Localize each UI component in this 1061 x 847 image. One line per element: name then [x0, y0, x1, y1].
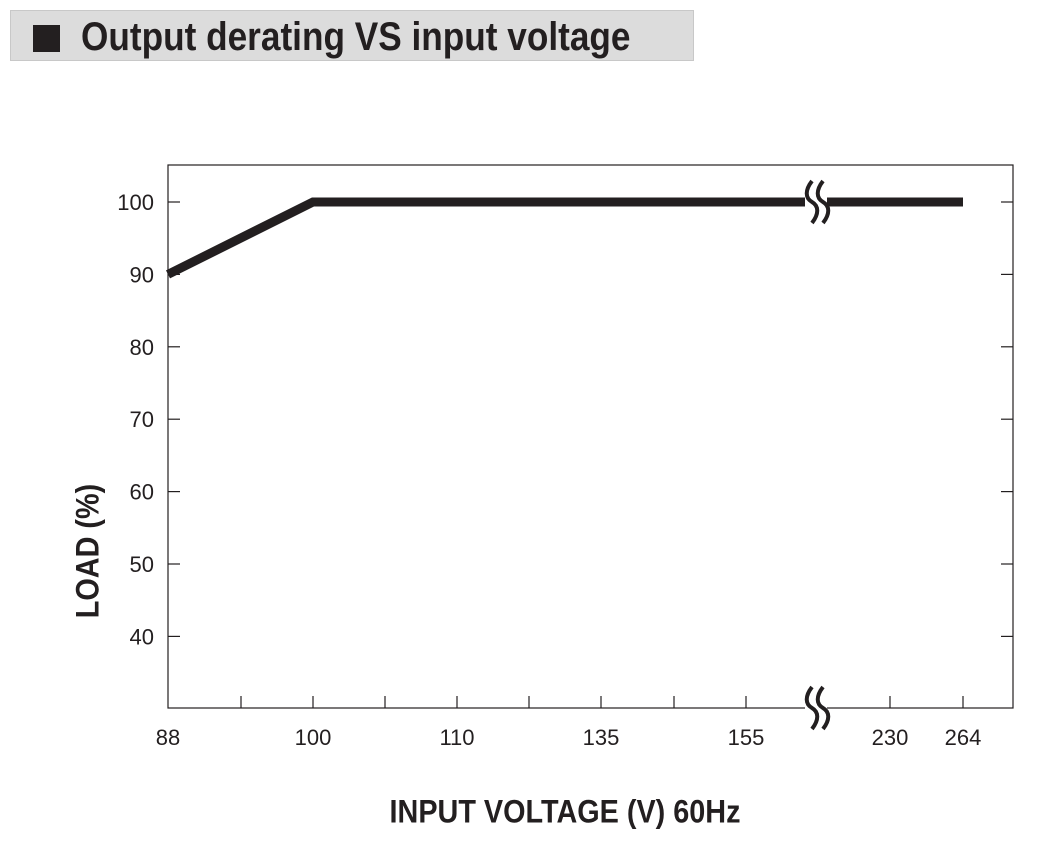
x-tick-label: 155	[728, 725, 765, 750]
y-tick-label: 50	[130, 552, 154, 577]
title-bar: Output derating VS input voltage	[10, 10, 694, 61]
axis-break-top-gap	[805, 180, 827, 224]
y-tick-label: 60	[130, 480, 154, 505]
y-tick-label: 90	[130, 262, 154, 287]
y-tick-label: 40	[130, 624, 154, 649]
axis-break-bottom-squiggle	[804, 685, 820, 731]
x-tick-label: 110	[439, 725, 474, 750]
x-tick-label: 230	[872, 725, 909, 750]
page-title: Output derating VS input voltage	[81, 15, 631, 59]
x-tick-label: 264	[945, 725, 982, 750]
y-tick-label: 80	[130, 335, 154, 360]
x-tick-label: 88	[156, 725, 180, 750]
x-axis-label: INPUT VOLTAGE (V) 60Hz	[389, 793, 741, 830]
y-tick-label: 70	[130, 407, 154, 432]
series-line	[165, 197, 963, 279]
axis-break-top-squiggle	[815, 179, 831, 225]
axis-break-top-squiggle	[804, 179, 820, 225]
square-bullet-icon	[33, 25, 60, 52]
axis-break-bottom-squiggle	[815, 685, 831, 731]
x-tick-label: 100	[295, 725, 332, 750]
x-tick-label: 135	[583, 725, 620, 750]
plot-frame	[167, 164, 1014, 709]
y-tick-label: 100	[117, 190, 154, 215]
y-axis-label: LOAD (%)	[69, 483, 106, 619]
axis-break-bottom-gap	[805, 686, 827, 730]
